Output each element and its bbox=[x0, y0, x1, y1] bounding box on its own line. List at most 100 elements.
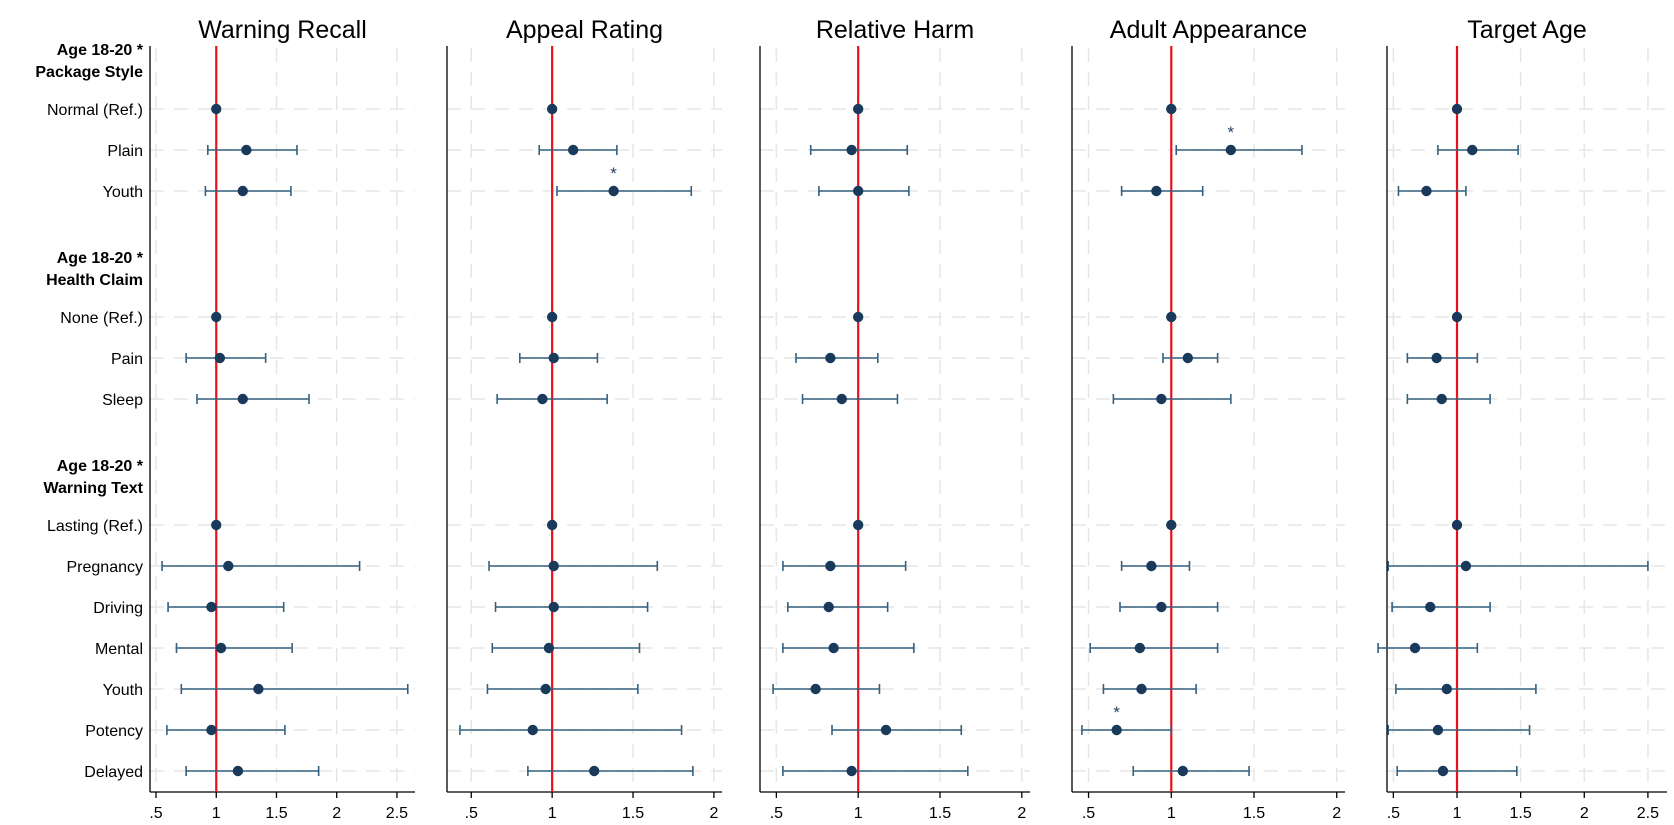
row-label: Delayed bbox=[84, 764, 143, 781]
point-estimate bbox=[1437, 765, 1449, 777]
point-estimate bbox=[1166, 311, 1177, 323]
x-tick-label: 1 bbox=[548, 805, 557, 822]
x-tick-label: 2 bbox=[1332, 805, 1341, 822]
point-estimate bbox=[1151, 185, 1162, 197]
point-estimate bbox=[1421, 185, 1432, 197]
significance-asterisk: * bbox=[1228, 123, 1235, 142]
panel-title: Warning Recall bbox=[198, 16, 367, 44]
panel: Appeal Rating .5 1 1.5 2 * bbox=[446, 16, 722, 822]
point-estimate bbox=[548, 352, 559, 364]
row-label: Normal (Ref.) bbox=[47, 102, 143, 119]
point-estimate bbox=[232, 765, 244, 777]
x-tick-label: 1.5 bbox=[929, 805, 951, 822]
point-estimate bbox=[540, 683, 551, 695]
row-label: Pain bbox=[111, 351, 143, 368]
x-tick-label: 1 bbox=[854, 805, 863, 822]
x-tick-label: 1.5 bbox=[1510, 805, 1532, 822]
point-estimate bbox=[1460, 560, 1472, 572]
point-estimate bbox=[846, 144, 857, 156]
point-estimate bbox=[1451, 103, 1463, 115]
x-tick-label: 1 bbox=[1167, 805, 1176, 822]
row-label: Lasting (Ref.) bbox=[47, 518, 143, 535]
row-labels: Age 18-20 * Package Style Normal (Ref.) Pla… bbox=[35, 42, 143, 781]
x-tick-label: 2 bbox=[1580, 805, 1589, 822]
x-tick-label: 1 bbox=[1453, 805, 1462, 822]
point-estimate bbox=[1111, 724, 1122, 736]
point-estimate bbox=[852, 185, 864, 197]
x-tick-label: 2 bbox=[709, 805, 718, 822]
x-tick-label: .5 bbox=[1082, 805, 1095, 822]
group-label-line1: Age 18-20 * bbox=[57, 458, 144, 475]
x-tick-label: .5 bbox=[465, 805, 478, 822]
point-estimate bbox=[546, 311, 558, 323]
x-tick-label: 1.5 bbox=[622, 805, 644, 822]
point-estimate bbox=[1166, 519, 1177, 531]
panel-title: Appeal Rating bbox=[506, 16, 663, 44]
point-estimate bbox=[527, 724, 538, 736]
point-estimate bbox=[1467, 144, 1478, 156]
point-estimate bbox=[825, 352, 836, 364]
point-estimate bbox=[846, 765, 857, 777]
row-label: Driving bbox=[93, 600, 143, 617]
point-estimate bbox=[241, 144, 252, 156]
row-label: Mental bbox=[95, 641, 143, 658]
point-estimate bbox=[1425, 601, 1436, 613]
panel: Relative Harm .5 1 1.5 2 bbox=[759, 16, 1030, 822]
point-estimate bbox=[537, 393, 548, 405]
row-label: Pregnancy bbox=[67, 559, 144, 576]
point-estimate bbox=[852, 103, 864, 115]
panel: Adult Appearance .5 1 1.5 2 * * bbox=[1071, 16, 1345, 822]
point-estimate bbox=[211, 311, 222, 323]
x-tick-label: 2.5 bbox=[1637, 805, 1659, 822]
point-estimate bbox=[211, 103, 222, 115]
point-estimate bbox=[1225, 144, 1237, 156]
point-estimate bbox=[1182, 352, 1194, 364]
x-tick-label: 1.5 bbox=[1243, 805, 1265, 822]
point-estimate bbox=[211, 519, 222, 531]
point-estimate bbox=[589, 765, 600, 777]
group-label-line1: Age 18-20 * bbox=[57, 42, 144, 59]
point-estimate bbox=[237, 393, 248, 405]
row-label: Potency bbox=[85, 723, 143, 740]
row-label: None (Ref.) bbox=[60, 310, 143, 327]
point-estimate bbox=[1156, 601, 1167, 613]
point-estimate bbox=[214, 352, 226, 364]
point-estimate bbox=[1451, 519, 1463, 531]
point-estimate bbox=[253, 683, 264, 695]
x-tick-label: 2.5 bbox=[386, 805, 408, 822]
group-label-line2: Health Claim bbox=[46, 272, 143, 289]
point-estimate bbox=[1177, 765, 1189, 777]
significance-asterisk: * bbox=[610, 164, 617, 183]
point-estimate bbox=[823, 601, 834, 613]
point-estimate bbox=[206, 724, 217, 736]
x-tick-label: .5 bbox=[1387, 805, 1400, 822]
point-estimate bbox=[223, 560, 234, 572]
point-estimate bbox=[1156, 393, 1167, 405]
panel: Target Age .5 1 1.5 2 2.5 bbox=[1377, 16, 1667, 822]
point-estimate bbox=[1166, 103, 1177, 115]
point-estimate bbox=[543, 642, 555, 654]
point-estimate bbox=[836, 393, 848, 405]
point-estimate bbox=[1436, 393, 1447, 405]
point-estimate bbox=[215, 642, 227, 654]
point-estimate bbox=[1409, 642, 1421, 654]
x-tick-label: 1.5 bbox=[265, 805, 287, 822]
point-estimate bbox=[546, 103, 558, 115]
row-label: Sleep bbox=[102, 392, 143, 409]
point-estimate bbox=[237, 185, 248, 197]
x-tick-label: 1 bbox=[212, 805, 221, 822]
point-estimate bbox=[828, 642, 839, 654]
row-label: Youth bbox=[103, 682, 143, 699]
x-tick-label: 2 bbox=[332, 805, 341, 822]
panel-title: Adult Appearance bbox=[1110, 16, 1307, 44]
panel: Warning Recall .5 1 1.5 2 2.5 bbox=[149, 16, 415, 822]
row-label: Youth bbox=[103, 184, 143, 201]
x-tick-label: .5 bbox=[770, 805, 783, 822]
point-estimate bbox=[810, 683, 821, 695]
point-estimate bbox=[1432, 724, 1444, 736]
point-estimate bbox=[852, 311, 864, 323]
point-estimate bbox=[567, 144, 579, 156]
point-estimate bbox=[852, 519, 864, 531]
point-estimate bbox=[1431, 352, 1442, 364]
